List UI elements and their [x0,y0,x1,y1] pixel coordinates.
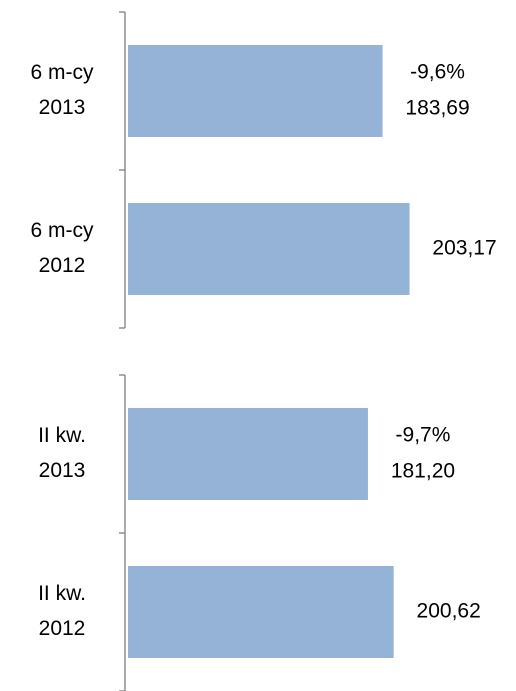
value-label: 203,17 [432,237,496,260]
value-label: 183,69 [405,97,469,120]
category-label: 2012 [39,254,86,277]
bar [128,566,394,658]
change-label: -9,6% [410,61,465,84]
category-label: 2013 [39,459,86,482]
category-label: 6 m-cy [31,219,95,242]
category-label: II kw. [38,582,86,605]
category-label: II kw. [38,424,86,447]
change-label: -9,7% [396,424,451,447]
category-label: 2013 [39,96,86,119]
value-label: 200,62 [417,600,481,623]
category-label: 2012 [39,617,86,640]
bar [128,203,410,295]
category-label: 6 m-cy [31,61,95,84]
bar [128,408,368,500]
bar [128,45,383,137]
value-label: 181,20 [391,460,455,483]
